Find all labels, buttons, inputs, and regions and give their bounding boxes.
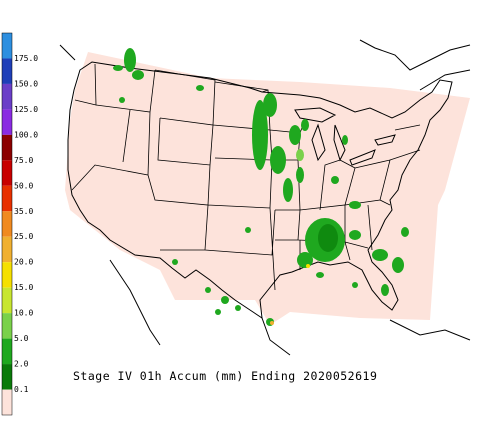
us-outline [67, 61, 453, 320]
colorbar-segment [2, 364, 12, 390]
colorbar-label: 5.0 [14, 334, 29, 343]
colorbar-label: 0.1 [14, 385, 29, 394]
colorbar-label: 2.0 [14, 360, 29, 369]
colorbar-label: 100.0 [14, 130, 38, 139]
colorbar-label: 125.0 [14, 105, 38, 114]
mexico-coast [261, 317, 471, 356]
colorbar-label: 150.0 [14, 79, 38, 88]
colorbar-segment [2, 313, 12, 339]
colorbar-segment [2, 109, 12, 135]
colorbar-segment [2, 33, 12, 59]
colorbar-segment [2, 389, 12, 415]
colorbar-segment [2, 236, 12, 263]
colorbar-label: 15.0 [14, 283, 33, 292]
colorbar-segment [2, 83, 12, 110]
colorbar-segment [2, 338, 12, 365]
colorbar: 175.0 150.0 125.0 100.0 75.0 50.0 35.0 25.0 20.0… [1, 32, 38, 416]
precipitation [113, 48, 409, 326]
colorbar-segment [2, 287, 12, 314]
colorbar-label: 10.0 [14, 309, 33, 318]
canada-coast [59, 39, 471, 346]
colorbar-label: 175.0 [14, 54, 38, 63]
colorbar-label: 25.0 [14, 232, 33, 241]
colorbar-label: 20.0 [14, 258, 33, 267]
colorbar-label: 35.0 [14, 207, 33, 216]
colorbar-frame [1, 32, 13, 416]
colorbar-label: 50.0 [14, 181, 33, 190]
colorbar-segment [2, 185, 12, 212]
analysis-domain [65, 52, 470, 325]
map-title: Stage IV 01h Accum (mm) Ending 202005261… [73, 369, 377, 383]
colorbar-segment [2, 262, 12, 288]
colorbar-segment [2, 160, 12, 186]
colorbar-label: 75.0 [14, 156, 33, 165]
colorbar-segment [2, 134, 12, 161]
colorbar-segment [2, 211, 12, 237]
colorbar-segment [2, 58, 12, 84]
